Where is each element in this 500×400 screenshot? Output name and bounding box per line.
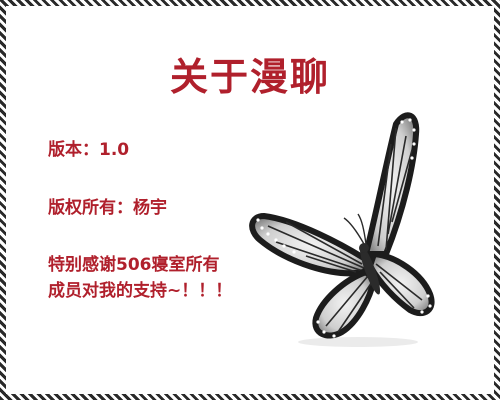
dialog-title: 关于漫聊 [169,55,330,99]
thanks-text-line1: 特别感谢506寝室所有 [48,255,220,275]
about-dialog [6,6,494,394]
copyright-text: 版权所有：杨宇 [48,198,167,218]
version-text: 版本：1.0 [48,140,130,160]
butterfly-icon [249,112,435,347]
thanks-text-line2: 成员对我的支持~！！！ [48,281,233,301]
